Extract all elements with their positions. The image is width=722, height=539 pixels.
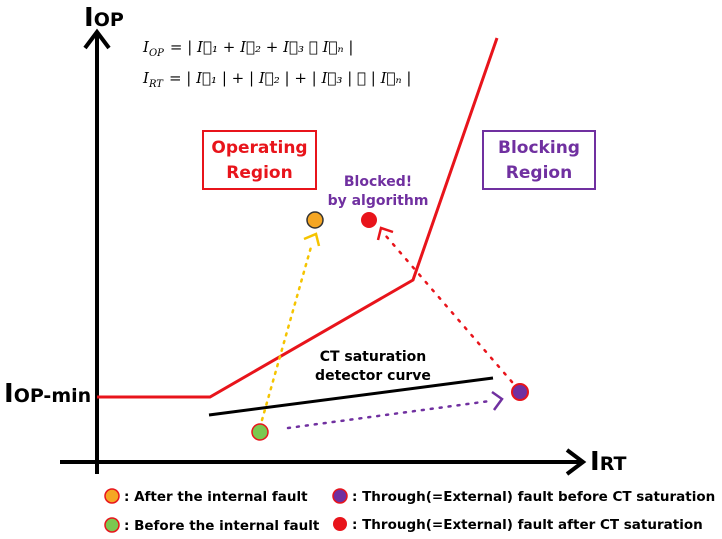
ct-curve-label-1: CT saturation <box>320 349 427 365</box>
equation-irt: IRT = | I⃗₁ | + | I⃗₂ | + | I⃗₃ | ⋯ | I⃗ₙ… <box>142 69 411 90</box>
operating-characteristic-curve <box>97 37 499 399</box>
y-axis-label: IOP <box>84 3 124 33</box>
internal-fault-arrowhead <box>303 232 321 247</box>
legend: : After the internal fault : Before the … <box>104 488 715 534</box>
legend-through-before: : Through(=External) fault before CT sat… <box>352 489 715 505</box>
blocked-label-1: Blocked! <box>344 174 412 190</box>
ct-curve-label-2: detector curve <box>315 368 431 384</box>
external-fault-arrowhead-bottom <box>491 390 504 411</box>
external-fault-trajectory-bottom <box>286 399 492 430</box>
x-axis-arrowhead <box>565 448 587 476</box>
internal-fault-trajectory <box>260 245 313 422</box>
legend-purple-marker <box>332 488 348 504</box>
operating-region-label-2: Region <box>226 163 292 183</box>
blocking-region-label-1: Blocking <box>498 138 580 158</box>
y-axis-arrowhead <box>83 28 111 50</box>
equation-iop: IOP = | I⃗₁ + I⃗₂ + I⃗₃ ⋯ I⃗ₙ | <box>142 38 353 59</box>
blocking-region-box <box>482 130 596 190</box>
operating-region-box <box>202 130 317 190</box>
external-fault-trajectory-up <box>384 234 514 384</box>
through-fault-before-saturation-point <box>511 383 529 401</box>
ct-saturation-detector-curve <box>208 376 494 417</box>
blocking-region-label-2: Region <box>506 163 572 183</box>
through-fault-after-saturation-point <box>361 212 377 228</box>
legend-orange-marker <box>104 488 120 504</box>
legend-red-marker <box>333 517 347 531</box>
operating-region-label-1: Operating <box>211 138 307 158</box>
after-internal-fault-point <box>306 211 324 229</box>
external-fault-arrowhead-up <box>376 226 394 241</box>
legend-after-internal: : After the internal fault <box>124 489 308 505</box>
x-axis-label: IRT <box>590 447 626 477</box>
legend-green-marker <box>104 517 120 533</box>
iop-min-label: IOP-min <box>4 379 91 409</box>
legend-before-internal: : Before the internal fault <box>124 518 320 534</box>
legend-through-after: : Through(=External) fault after CT satu… <box>352 517 703 533</box>
before-internal-fault-point <box>251 423 269 441</box>
blocked-label-2: by algorithm <box>328 193 429 209</box>
